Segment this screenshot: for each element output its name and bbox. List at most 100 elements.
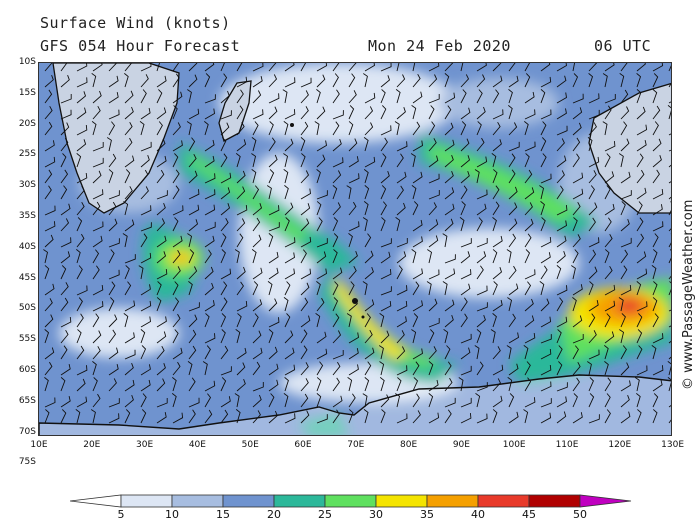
wind-barb (460, 269, 472, 280)
wind-barb (588, 414, 600, 424)
wind-barb (124, 186, 133, 200)
wind-barb (156, 297, 162, 312)
wind-barb (220, 268, 232, 280)
wind-barb (300, 188, 311, 200)
wind-barb (428, 202, 437, 216)
wind-barb (284, 347, 295, 360)
wind-barb (204, 333, 216, 344)
wind-barb (492, 217, 497, 232)
wind-barb (444, 268, 456, 280)
wind-barb (140, 141, 152, 152)
wind-barb (300, 137, 306, 152)
wind-barb (75, 409, 81, 424)
wind-barb (92, 393, 101, 408)
wind-barb (236, 266, 246, 280)
wind-barb (172, 73, 180, 88)
wind-barb (332, 395, 343, 408)
wind-barb (444, 254, 456, 264)
wind-barb (556, 185, 564, 200)
wind-barb (76, 396, 88, 408)
wind-barb (588, 313, 596, 328)
wind-barb (156, 363, 166, 376)
wind-barb (332, 217, 339, 232)
wind-barb (588, 170, 597, 184)
wind-barb (187, 233, 193, 248)
wind-barb (76, 124, 88, 136)
wind-barb (620, 265, 628, 280)
wind-barb (556, 235, 567, 248)
wind-barb (171, 393, 177, 408)
wind-barb (268, 379, 279, 392)
wind-barb (124, 137, 133, 152)
wind-barb (124, 219, 135, 232)
wind-barb (476, 63, 487, 72)
wind-barb (620, 237, 632, 248)
wind-barb (172, 63, 180, 72)
wind-barb (204, 235, 215, 248)
colorbar-segment (528, 494, 581, 508)
wind-barb (76, 77, 88, 88)
wind-barb (60, 251, 71, 264)
wind-barb (60, 377, 66, 392)
wind-barb (348, 281, 355, 296)
wind-barb (459, 217, 465, 232)
wind-barb (476, 89, 483, 104)
wind-barb (652, 221, 664, 232)
wind-barb (380, 201, 387, 216)
wind-barb (92, 265, 100, 280)
wind-barb (492, 201, 500, 216)
wind-barb (460, 333, 472, 344)
wind-barb (364, 63, 375, 72)
wind-barb (396, 413, 408, 424)
wind-barb (620, 380, 631, 392)
wind-barb (572, 393, 578, 408)
wind-barb (363, 201, 369, 216)
wind-barb (268, 169, 275, 184)
wind-barb (380, 75, 391, 88)
wind-barb (108, 63, 118, 72)
wind-barb (556, 125, 568, 136)
lat-label: 50S (18, 303, 36, 314)
wind-barb (412, 313, 419, 328)
wind-barb (588, 63, 598, 72)
wind-barb (188, 249, 195, 264)
lat-label: 70S (18, 426, 36, 437)
wind-barb (284, 202, 294, 216)
wind-barb (204, 139, 215, 152)
wind-barb (220, 249, 226, 264)
wind-barb (396, 300, 408, 312)
wind-barb (492, 139, 502, 152)
wind-barb (508, 283, 519, 296)
wind-barb (283, 153, 289, 168)
wind-barb (380, 137, 388, 152)
wind-barb (268, 137, 276, 152)
wind-barb (220, 110, 232, 120)
wind-barb (316, 63, 328, 72)
wind-barb (507, 377, 513, 392)
wind-barb (652, 365, 664, 376)
wind-barb (395, 217, 401, 232)
wind-barb (524, 377, 532, 392)
wind-barb (636, 201, 643, 216)
wind-barb (172, 153, 179, 168)
wind-barb (316, 361, 324, 376)
wind-barb (410, 153, 416, 168)
wind-barb (268, 74, 278, 88)
wind-barb (524, 332, 536, 344)
wind-barb (172, 377, 177, 392)
wind-barb (556, 361, 563, 376)
wind-barb (396, 74, 406, 88)
wind-barb (124, 90, 134, 104)
wind-barb (444, 203, 455, 216)
wind-barb (124, 300, 136, 312)
wind-barb (428, 235, 439, 248)
wind-barb (636, 106, 646, 120)
wind-barb (220, 137, 227, 152)
wind-barb (507, 297, 513, 312)
wind-barb (60, 237, 72, 248)
wind-barb (140, 284, 151, 296)
wind-barb (92, 221, 104, 232)
wind-barb (316, 154, 326, 168)
wind-barb (236, 233, 244, 248)
wind-barb (540, 153, 547, 168)
